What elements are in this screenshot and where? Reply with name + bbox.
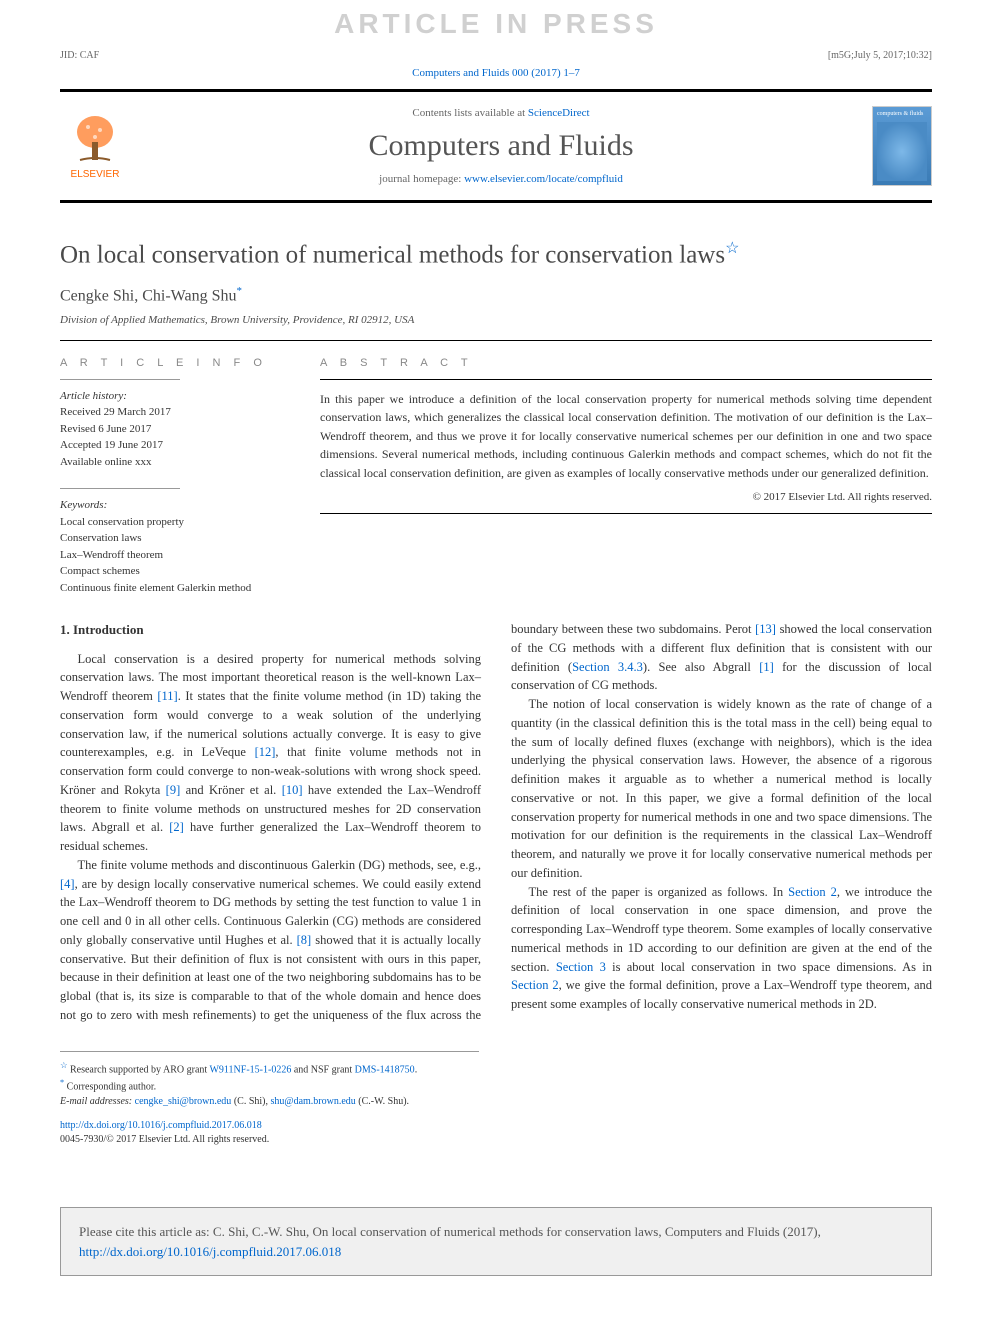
cover-thumb-art [877,122,927,181]
section-link[interactable]: Section 2 [788,885,837,899]
keyword: Compact schemes [60,563,280,580]
jid-label: JID: CAF [60,50,99,61]
text-run: The rest of the paper is organized as fo… [529,885,789,899]
affiliation: Division of Applied Mathematics, Brown U… [60,314,932,326]
online-date: Available online xxx [60,454,280,471]
footnote-star-icon: ☆ [60,1061,67,1070]
email-link[interactable]: cengke_shi@brown.edu [135,1096,232,1107]
contents-line: Contents lists available at ScienceDirec… [130,107,872,119]
page-container: JID: CAF [m5G;July 5, 2017;10:32] Comput… [0,0,992,1187]
abstract-column: A B S T R A C T In this paper we introdu… [320,357,932,597]
citation-link[interactable]: [2] [169,820,184,834]
top-meta-row: JID: CAF [m5G;July 5, 2017;10:32] [60,50,932,61]
homepage-line: journal homepage: www.elsevier.com/locat… [130,173,872,185]
revised-date: Revised 6 June 2017 [60,421,280,438]
info-divider [60,488,180,489]
citation-link[interactable]: [4] [60,877,75,891]
title-footnote-marker[interactable]: ☆ [725,240,739,257]
history-label: Article history: [60,388,280,405]
info-abstract-row: A R T I C L E I N F O Article history: R… [60,357,932,597]
keyword: Local conservation property [60,514,280,531]
section-heading: 1. Introduction [60,620,481,640]
grant-footnote: ☆ Research supported by ARO grant W911NF… [60,1060,479,1077]
accepted-date: Accepted 19 June 2017 [60,437,280,454]
abstract-divider [320,379,932,380]
elsevier-tree-icon [70,112,120,167]
citation-box: Please cite this article as: C. Shi, C.-… [60,1207,932,1276]
abstract-text: In this paper we introduce a definition … [320,390,932,483]
article-info-label: A R T I C L E I N F O [60,357,280,369]
text-run: is about local conservation in two space… [606,960,932,974]
text-run: (C. Shi), [231,1096,270,1107]
citation-link[interactable]: [12] [255,745,276,759]
article-title: On local conservation of numerical metho… [60,238,932,269]
cite-doi-link[interactable]: http://dx.doi.org/10.1016/j.compfluid.20… [79,1244,341,1259]
keywords-block: Keywords: Local conservation property Co… [60,497,280,596]
journal-reference: Computers and Fluids 000 (2017) 1–7 [60,67,932,79]
email-link[interactable]: shu@dam.brown.edu [270,1096,355,1107]
paragraph: The rest of the paper is organized as fo… [511,883,932,1014]
grant-link[interactable]: DMS-1418750 [355,1064,415,1075]
journal-header: ELSEVIER Contents lists available at Sci… [60,89,932,203]
title-text: On local conservation of numerical metho… [60,241,725,268]
corresponding-footnote: * Corresponding author. [60,1077,479,1094]
text-run: The finite volume methods and discontinu… [78,858,482,872]
cover-thumb-label: computers & fluids [877,111,927,118]
contents-prefix: Contents lists available at [412,107,527,119]
section-link[interactable]: Section 3.4.3 [572,660,643,674]
citation-link[interactable]: [10] [282,783,303,797]
homepage-link[interactable]: www.elsevier.com/locate/compfluid [464,173,623,185]
sciencedirect-link[interactable]: ScienceDirect [528,107,590,119]
text-run: and NSF grant [291,1064,354,1075]
divider [60,340,932,341]
article-history: Article history: Received 29 March 2017 … [60,388,280,471]
body-text: 1. Introduction Local conservation is a … [60,620,932,1025]
article-info-column: A R T I C L E I N F O Article history: R… [60,357,280,597]
received-date: Received 29 March 2017 [60,404,280,421]
keyword: Conservation laws [60,530,280,547]
citation-link[interactable]: [9] [166,783,181,797]
keyword: Continuous finite element Galerkin metho… [60,580,280,597]
text-run: , we give the formal definition, prove a… [511,978,932,1011]
authors-line: Cengke Shi, Chi-Wang Shu* [60,285,932,305]
citation-link[interactable]: [13] [755,622,776,636]
keyword: Lax–Wendroff theorem [60,547,280,564]
timestamp-label: [m5G;July 5, 2017;10:32] [828,50,932,61]
section-link[interactable]: Section 3 [556,960,606,974]
text-run: and Kröner et al. [180,783,281,797]
text-run: (C.-W. Shu). [356,1096,409,1107]
journal-name: Computers and Fluids [130,129,872,163]
journal-cover-thumbnail[interactable]: computers & fluids [872,106,932,186]
text-run: . [415,1064,418,1075]
section-link[interactable]: Section 2 [511,978,559,992]
paragraph: The notion of local conservation is wide… [511,695,932,883]
authors-text: Cengke Shi, Chi-Wang Shu [60,288,236,305]
homepage-prefix: journal homepage: [379,173,464,185]
keywords-label: Keywords: [60,497,280,514]
citation-link[interactable]: [11] [157,689,177,703]
issn-line: 0045-7930/© 2017 Elsevier Ltd. All right… [60,1134,269,1145]
email-footnote: E-mail addresses: cengke_shi@brown.edu (… [60,1094,479,1109]
email-label: E-mail addresses: [60,1096,132,1107]
grant-link[interactable]: W911NF-15-1-0226 [209,1064,291,1075]
footnotes: ☆ Research supported by ARO grant W911NF… [60,1051,479,1110]
header-center: Contents lists available at ScienceDirec… [130,107,872,185]
doi-link[interactable]: http://dx.doi.org/10.1016/j.compfluid.20… [60,1120,262,1131]
text-run: ). See also Abgrall [643,660,759,674]
abstract-label: A B S T R A C T [320,357,932,369]
footnote-star-icon: * [60,1078,64,1087]
doi-block: http://dx.doi.org/10.1016/j.compfluid.20… [60,1119,932,1147]
paragraph: Local conservation is a desired property… [60,650,481,856]
text-run: Research supported by ARO grant [70,1064,210,1075]
elsevier-logo[interactable]: ELSEVIER [60,106,130,186]
elsevier-label: ELSEVIER [71,169,120,180]
corresponding-marker[interactable]: * [236,285,242,297]
abstract-end-divider [320,513,932,514]
info-divider [60,379,180,380]
citation-link[interactable]: [1] [759,660,774,674]
cite-text: Please cite this article as: C. Shi, C.-… [79,1224,821,1239]
copyright-line: © 2017 Elsevier Ltd. All rights reserved… [320,491,932,503]
citation-link[interactable]: [8] [297,933,312,947]
text-run: Corresponding author. [67,1081,156,1092]
